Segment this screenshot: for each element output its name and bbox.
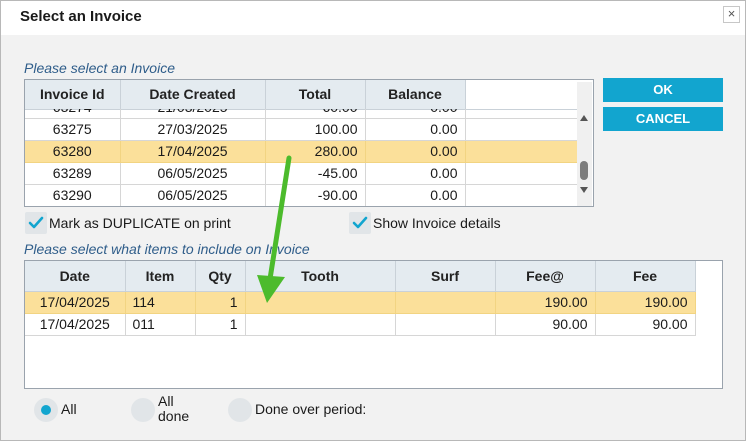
- close-button[interactable]: ×: [723, 6, 740, 23]
- items-table: Date Item Qty Tooth Surf Fee@ Fee 17/04/…: [25, 261, 696, 336]
- invoice-date: 06/05/2025: [120, 184, 266, 206]
- items-header-row: Date Item Qty Tooth Surf Fee@ Fee: [25, 261, 696, 292]
- checkbox-box[interactable]: [349, 212, 371, 234]
- scroll-thumb[interactable]: [580, 161, 588, 180]
- invoice-balance: 0.00: [365, 118, 466, 141]
- col-balance[interactable]: Balance: [365, 80, 466, 110]
- invoice-total: 100.00: [265, 118, 366, 141]
- invoice-date: 21/03/2025: [120, 109, 266, 119]
- item-qty: 1: [195, 291, 246, 314]
- invoice-total: -90.00: [265, 184, 366, 206]
- invoice-row[interactable]: 63275 27/03/2025 100.00 0.00: [25, 118, 580, 141]
- title-bar: Select an Invoice ×: [1, 1, 745, 35]
- duplicate-checkbox[interactable]: Mark as DUPLICATE on print: [25, 212, 231, 234]
- invoice-filler: [465, 140, 580, 163]
- radio-selected-dot: [41, 405, 51, 415]
- filter-all-radio[interactable]: All: [34, 398, 77, 422]
- invoice-id: 63274: [25, 109, 121, 119]
- invoice-row[interactable]: 63274 21/03/2025 60.00 0.00: [25, 109, 580, 119]
- check-icon: [28, 216, 44, 229]
- item-surf: [395, 291, 496, 314]
- filter-all-done-line2: done: [158, 408, 190, 424]
- item-fee: 190.00: [595, 291, 696, 314]
- item-fee-at: 190.00: [495, 291, 596, 314]
- invoice-id: 63275: [25, 118, 121, 141]
- col-item[interactable]: Item: [125, 261, 196, 292]
- item-row-selected[interactable]: 17/04/2025 114 1 190.00 190.00: [25, 291, 696, 314]
- show-details-label: Show Invoice details: [373, 215, 501, 231]
- col-surf[interactable]: Surf: [395, 261, 496, 292]
- filter-all-label: All: [61, 401, 77, 417]
- invoice-table: Invoice Id Date Created Total Balance: [25, 80, 580, 110]
- invoice-filler: [465, 118, 580, 141]
- invoice-date: 27/03/2025: [120, 118, 266, 141]
- items-grid: Date Item Qty Tooth Surf Fee@ Fee 17/04/…: [24, 260, 723, 389]
- invoice-total: 280.00: [265, 140, 366, 163]
- ok-button[interactable]: OK: [603, 78, 723, 102]
- radio-circle[interactable]: [34, 398, 58, 422]
- filter-period-label: Done over period:: [255, 401, 367, 417]
- filter-period-radio[interactable]: Done over period:: [228, 398, 366, 422]
- invoice-id: 63290: [25, 184, 121, 206]
- item-tooth: [245, 313, 396, 336]
- invoice-row[interactable]: 63289 06/05/2025 -45.00 0.00: [25, 162, 580, 185]
- invoice-row-selected[interactable]: 63280 17/04/2025 280.00 0.00: [25, 140, 580, 163]
- invoice-total: -45.00: [265, 162, 366, 185]
- invoice-filler: [465, 109, 580, 119]
- invoice-date: 06/05/2025: [120, 162, 266, 185]
- col-tooth[interactable]: Tooth: [245, 261, 396, 292]
- checkbox-box[interactable]: [25, 212, 47, 234]
- col-qty[interactable]: Qty: [195, 261, 246, 292]
- item-fee-at: 90.00: [495, 313, 596, 336]
- invoice-filler: [465, 162, 580, 185]
- invoice-id: 63289: [25, 162, 121, 185]
- radio-circle[interactable]: [228, 398, 252, 422]
- col-total[interactable]: Total: [265, 80, 366, 110]
- invoice-total: 60.00: [265, 109, 366, 119]
- scroll-up-icon[interactable]: [580, 115, 588, 121]
- item-surf: [395, 313, 496, 336]
- dialog-title: Select an Invoice: [20, 8, 142, 25]
- item-date: 17/04/2025: [25, 291, 126, 314]
- item-code: 011: [125, 313, 196, 336]
- filter-all-done-radio[interactable]: All done: [131, 394, 189, 424]
- filter-all-done-line1: All: [158, 393, 174, 409]
- col-date-created[interactable]: Date Created: [120, 80, 266, 110]
- invoice-scrollbar[interactable]: [577, 82, 592, 206]
- invoice-rows: 63274 21/03/2025 60.00 0.00 63275 27/03/…: [25, 109, 580, 206]
- item-row[interactable]: 17/04/2025 011 1 90.00 90.00: [25, 313, 696, 336]
- item-qty: 1: [195, 313, 246, 336]
- col-invoice-id[interactable]: Invoice Id: [25, 80, 121, 110]
- invoice-balance: 0.00: [365, 162, 466, 185]
- show-details-checkbox[interactable]: Show Invoice details: [349, 212, 501, 234]
- invoice-rows-viewport: 63274 21/03/2025 60.00 0.00 63275 27/03/…: [25, 109, 580, 206]
- invoice-grid: Invoice Id Date Created Total Balance 63…: [24, 79, 594, 207]
- items-section-label: Please select what items to include on I…: [24, 241, 310, 257]
- invoice-id: 63280: [25, 140, 121, 163]
- invoice-balance: 0.00: [365, 140, 466, 163]
- cancel-button[interactable]: CANCEL: [603, 107, 723, 131]
- invoice-section-label: Please select an Invoice: [24, 60, 175, 76]
- item-tooth: [245, 291, 396, 314]
- radio-circle[interactable]: [131, 398, 155, 422]
- col-fee-at[interactable]: Fee@: [495, 261, 596, 292]
- col-fee[interactable]: Fee: [595, 261, 696, 292]
- item-fee: 90.00: [595, 313, 696, 336]
- invoice-balance: 0.00: [365, 184, 466, 206]
- scroll-down-icon[interactable]: [580, 187, 588, 193]
- col-filler: [465, 80, 580, 110]
- filter-all-done-label: All done: [158, 394, 189, 424]
- item-code: 114: [125, 291, 196, 314]
- duplicate-label: Mark as DUPLICATE on print: [49, 215, 231, 231]
- invoice-row[interactable]: 63290 06/05/2025 -90.00 0.00: [25, 184, 580, 206]
- item-date: 17/04/2025: [25, 313, 126, 336]
- invoice-filler: [465, 184, 580, 206]
- invoice-header-row: Invoice Id Date Created Total Balance: [25, 80, 580, 110]
- col-date[interactable]: Date: [25, 261, 126, 292]
- invoice-date: 17/04/2025: [120, 140, 266, 163]
- check-icon: [352, 216, 368, 229]
- invoice-balance: 0.00: [365, 109, 466, 119]
